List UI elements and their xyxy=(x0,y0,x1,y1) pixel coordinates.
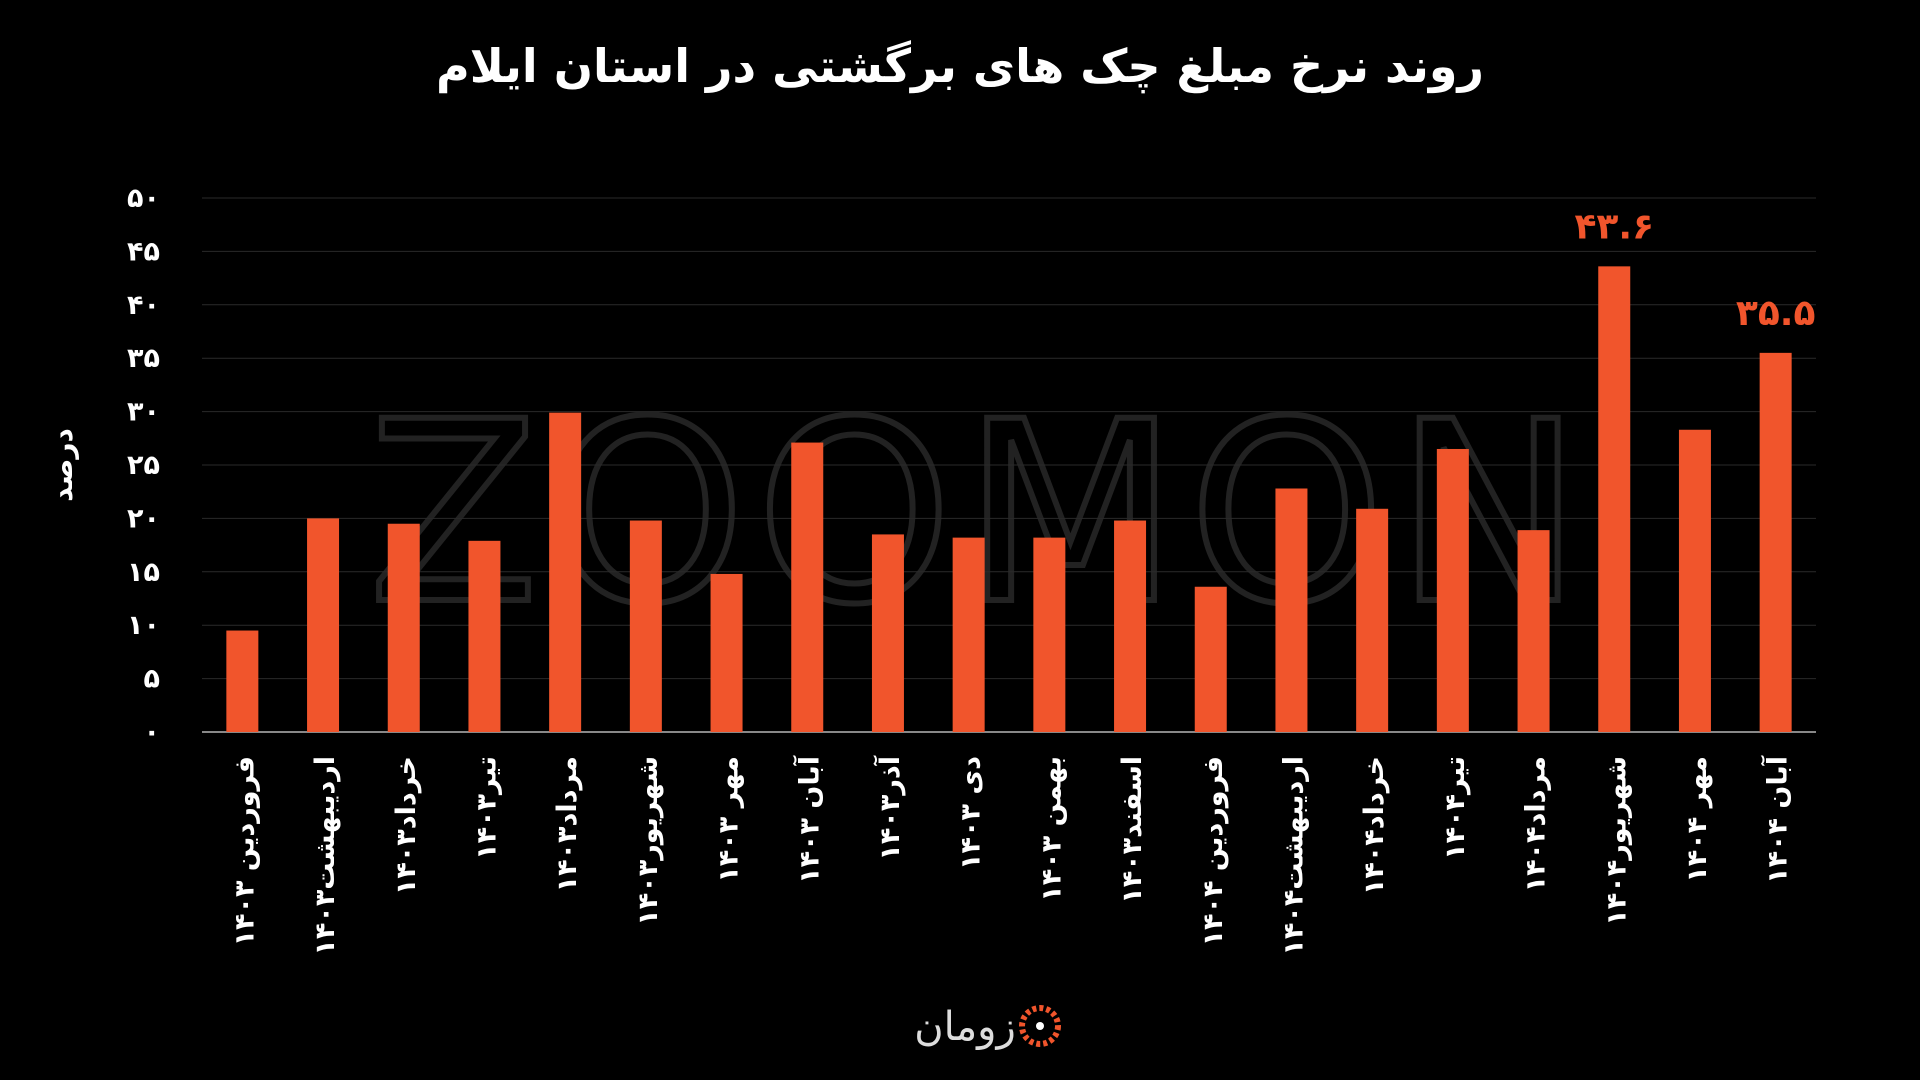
x-tick-label: مهر ۱۴۰۳ xyxy=(714,756,745,883)
x-tick-label: بهمن ۱۴۰۳ xyxy=(1036,756,1067,902)
x-tick-label: اسفند۱۴۰۳ xyxy=(1117,756,1148,904)
y-tick-label: ۲۵ xyxy=(127,450,160,481)
x-tick-label: آذر۱۴۰۳ xyxy=(873,755,906,860)
bar xyxy=(1114,520,1147,732)
y-tick-label: ۵ xyxy=(144,664,160,695)
y-tick-label: ۰ xyxy=(144,717,160,748)
x-tick-label: مهر ۱۴۰۴ xyxy=(1682,756,1713,883)
bar xyxy=(1033,537,1066,732)
y-axis-label: درصد xyxy=(46,428,79,502)
logo-icon xyxy=(1019,1005,1061,1047)
y-tick-label: ۵۰ xyxy=(127,183,160,214)
x-tick-label: تیر۱۴۰۳ xyxy=(471,756,502,860)
x-tick-label: دی ۱۴۰۳ xyxy=(956,756,987,870)
bar xyxy=(1759,352,1792,732)
x-tick-label: مرداد۱۴۰۴ xyxy=(1521,756,1552,892)
y-tick-label: ۳۵ xyxy=(127,343,160,374)
y-tick-label: ۴۰ xyxy=(127,290,160,321)
y-tick-label: ۳۰ xyxy=(127,397,160,428)
bar xyxy=(952,537,985,732)
data-label: ۳۵.۵ xyxy=(1736,293,1816,334)
x-tick-label: مرداد۱۴۰۳ xyxy=(552,756,583,892)
y-tick-label: ۴۵ xyxy=(127,236,160,267)
bar xyxy=(710,573,743,732)
y-tick-label: ۱۰ xyxy=(127,610,160,641)
x-tick-label: خرداد۱۴۰۳ xyxy=(391,756,422,895)
brand-name: زومان xyxy=(914,1004,1016,1050)
x-tick-label: فروردین ۱۴۰۴ xyxy=(1198,756,1229,946)
data-label: ۴۳.۶ xyxy=(1574,206,1654,247)
chart-title: روند نرخ مبلغ چک های برگشتی در استان ایل… xyxy=(436,39,1484,94)
bar xyxy=(1436,448,1469,732)
x-tick-label: خرداد۱۴۰۴ xyxy=(1359,756,1390,895)
bar xyxy=(1194,586,1227,732)
bar xyxy=(1598,266,1631,732)
x-tick-label: فروردین ۱۴۰۳ xyxy=(229,756,260,946)
x-tick-label: تیر۱۴۰۴ xyxy=(1440,756,1471,860)
logo-dot xyxy=(1036,1022,1044,1030)
bar xyxy=(468,540,501,732)
x-tick-label: آبان ۱۴۰۴ xyxy=(1761,755,1794,884)
x-tick-label: اردیبهشت۱۴۰۴ xyxy=(1278,756,1309,956)
bar xyxy=(629,520,662,732)
bar xyxy=(1275,488,1308,732)
x-tick-label: اردیبهشت۱۴۰۳ xyxy=(310,756,341,956)
y-tick-label: ۲۰ xyxy=(127,503,160,534)
bar xyxy=(226,630,259,732)
x-tick-label: شهریور۱۴۰۳ xyxy=(633,756,664,926)
bar xyxy=(549,412,582,732)
x-tick-label: آبان ۱۴۰۳ xyxy=(792,755,825,884)
y-tick-label: ۱۵ xyxy=(127,557,160,588)
bar xyxy=(791,442,824,732)
bar xyxy=(871,534,904,732)
brand-logo: زومان xyxy=(914,1004,1061,1050)
bar xyxy=(1517,530,1550,732)
x-tick-label: شهریور۱۴۰۴ xyxy=(1601,756,1632,926)
bar xyxy=(1356,508,1389,732)
bar xyxy=(387,523,420,732)
bar xyxy=(1678,429,1711,732)
bar xyxy=(307,518,340,732)
